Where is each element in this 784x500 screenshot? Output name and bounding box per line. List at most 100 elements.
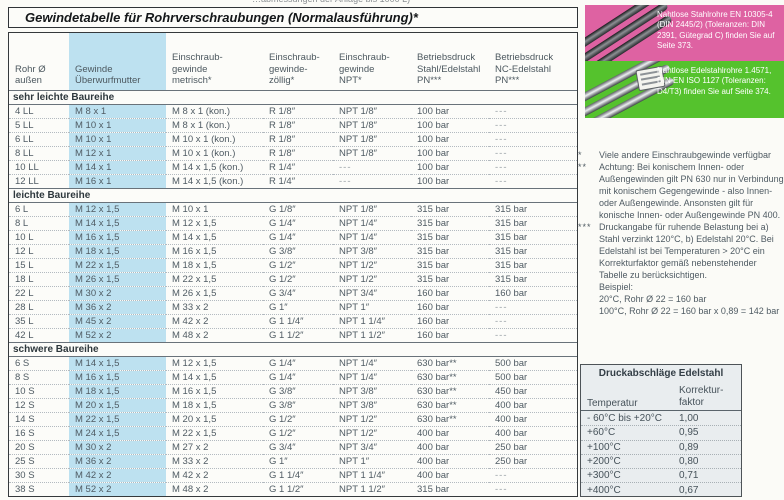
table-cell: --- <box>489 132 577 147</box>
correction-table-title: Druckabschläge Edelstahl <box>598 368 724 379</box>
table-cell: G 1/8″ <box>263 202 333 217</box>
col-header-rohr-aussen: Rohr Ø außen <box>15 63 46 87</box>
table-cell: 315 bar <box>489 216 577 231</box>
table-cell: 630 bar** <box>411 356 489 371</box>
factor-cell: 0,67 <box>679 484 699 496</box>
table-cell: 20 S <box>9 440 69 455</box>
section-row: sehr leichte Baureihe <box>9 90 577 105</box>
table-cell: NPT 1/4″ <box>333 230 411 245</box>
stainless-tubes-info-text: Nahtlose Edelstahlrohre 1.4571, DIN EN I… <box>657 66 772 96</box>
table-cell: 100 bar <box>411 118 489 133</box>
table-cell: 15 L <box>9 258 69 273</box>
footnote-text: Achtung: Bei konischem Innen- oder Außen… <box>599 161 784 220</box>
table-cell: 42 L <box>9 328 69 343</box>
factor-cell: 0,89 <box>679 441 699 453</box>
table-cell: NPT 1/2″ <box>333 412 411 427</box>
temperature-cell: +200°C <box>587 456 621 468</box>
table-cell: M 22 x 1,5 <box>69 412 166 427</box>
table-cell: G 1/2″ <box>263 426 333 441</box>
table-cell: NPT 1/2″ <box>333 258 411 273</box>
table-cell: G 3/8″ <box>263 398 333 413</box>
table-cell: M 22 x 1,5 <box>166 272 263 287</box>
table-cell: 400 bar <box>489 426 577 441</box>
table-cell: --- <box>489 468 577 483</box>
table-cell: NPT 1 1/4″ <box>333 314 411 329</box>
section-row: leichte Baureihe <box>9 188 577 203</box>
factor-cell: 0,80 <box>679 456 699 468</box>
table-cell: G 1/2″ <box>263 258 333 273</box>
correction-table-row: - 60°C bis +20°C 1,00 <box>581 411 741 425</box>
correction-table-row: +200°C 0,80 <box>581 453 741 468</box>
table-cell: 400 bar <box>411 426 489 441</box>
table-cell: NPT 1/4″ <box>333 370 411 385</box>
table-cell: --- <box>489 118 577 133</box>
table-cell: M 18 x 1,5 <box>166 258 263 273</box>
table-cell: M 42 x 2 <box>166 468 263 483</box>
table-cell: 12 L <box>9 244 69 259</box>
table-cell: NPT 3/8″ <box>333 398 411 413</box>
table-cell: M 27 x 2 <box>166 440 263 455</box>
stainless-tubes-info-box: Nahtlose Edelstahlrohre 1.4571, DIN EN I… <box>585 61 784 118</box>
table-cell: M 14 x 1,5 (kon.) <box>166 160 263 175</box>
table-cell: 315 bar <box>411 482 489 496</box>
title-box: Gewindetabelle für Rohrverschraubungen (… <box>8 7 578 28</box>
table-cell: 315 bar <box>489 230 577 245</box>
table-cell: --- <box>489 160 577 175</box>
table-cell: 16 S <box>9 426 69 441</box>
table-cell: G 1/2″ <box>263 412 333 427</box>
table-cell: 28 L <box>9 300 69 315</box>
footnote-marker: * <box>578 150 583 160</box>
table-cell: 18 L <box>9 272 69 287</box>
table-cell: G 1/4″ <box>263 370 333 385</box>
table-cell: R 1/4″ <box>263 174 333 189</box>
table-cell: NPT 1/8″ <box>333 104 411 119</box>
table-cell: --- <box>489 300 577 315</box>
footnote-text: 100°C, Rohr Ø 22 = 160 bar x 0,89 = 142 … <box>599 305 780 316</box>
section-label: schwere Baureihe <box>9 342 577 357</box>
table-cell: --- <box>333 174 411 189</box>
temperature-cell: +400°C <box>587 484 621 496</box>
table-cell: NPT 3/4″ <box>333 286 411 301</box>
table-cell: 500 bar <box>489 370 577 385</box>
table-cell: M 33 x 2 <box>166 454 263 469</box>
table-cell: M 12 x 1,5 <box>166 356 263 371</box>
table-cell: NPT 3/4″ <box>333 440 411 455</box>
table-cell: NPT 1/8″ <box>333 202 411 217</box>
table-cell: NPT 1/2″ <box>333 426 411 441</box>
table-cell: 160 bar <box>411 286 489 301</box>
thread-table-grid: Rohr Ø außen Gewinde Überwurfmutter Eins… <box>9 33 577 496</box>
footnote-marker <box>578 282 599 294</box>
table-cell: M 14 x 1,5 (kon.) <box>166 174 263 189</box>
table-cell: M 16 x 1 <box>69 174 166 189</box>
section-label: leichte Baureihe <box>9 188 577 203</box>
table-cell: 160 bar <box>489 286 577 301</box>
correction-col-korrekturfaktor: Korrektur- faktor <box>679 385 724 408</box>
footnote-marker <box>578 306 599 318</box>
table-cell: 500 bar <box>489 356 577 371</box>
table-cell: M 26 x 1,5 <box>166 286 263 301</box>
table-cell: 6 S <box>9 356 69 371</box>
footnote-marker: ** <box>578 161 588 172</box>
table-cell: 315 bar <box>411 258 489 273</box>
correction-table-row: +400°C 0,67 <box>581 482 741 496</box>
table-cell: 4 LL <box>9 104 69 119</box>
footnote: 20°C, Rohr Ø 22 = 160 bar <box>578 294 784 306</box>
table-cell: M 52 x 2 <box>69 482 166 496</box>
temperature-cell: +60°C <box>587 427 616 439</box>
table-cell: NPT 1″ <box>333 454 411 469</box>
temperature-cell: +100°C <box>587 441 621 453</box>
table-cell: --- <box>489 328 577 343</box>
table-cell: 315 bar <box>411 202 489 217</box>
footnote-text: Beispiel: <box>599 281 634 292</box>
